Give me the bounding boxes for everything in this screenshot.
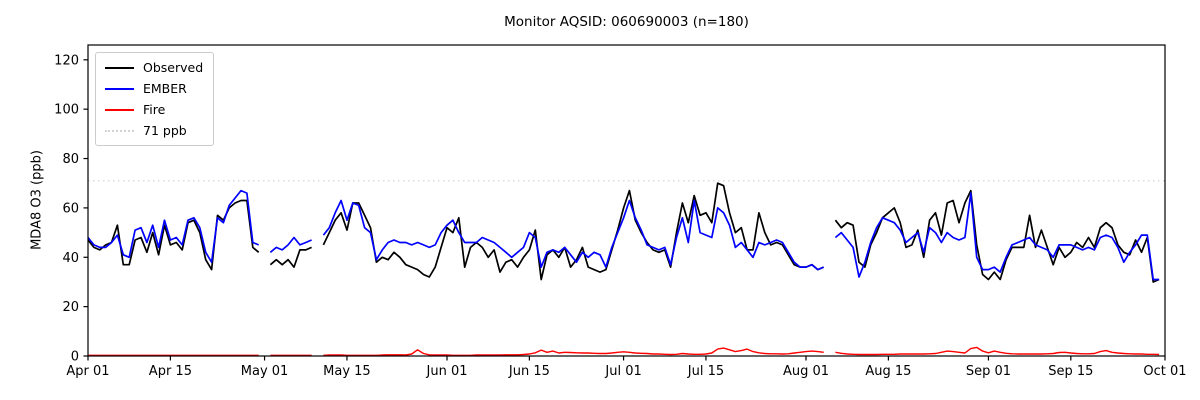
fire-line <box>88 346 1160 356</box>
x-tick-label: Aug 01 <box>783 364 829 379</box>
legend: Observed EMBER Fire 71 ppb <box>95 52 215 146</box>
ember-line <box>87 189 1160 281</box>
legend-label-observed: Observed <box>143 60 204 75</box>
y-tick-label: 40 <box>62 251 79 266</box>
x-tick-label: Apr 01 <box>66 364 109 379</box>
y-tick-label: 80 <box>62 152 79 167</box>
x-tick-label: May 15 <box>323 364 371 379</box>
x-tick-label: May 01 <box>241 364 289 379</box>
x-tick-label: Oct 01 <box>1143 364 1186 379</box>
legend-item-observed: Observed <box>105 59 203 76</box>
x-tick-label: Sep 01 <box>966 364 1011 379</box>
y-tick-label: 0 <box>71 350 79 365</box>
legend-item-threshold: 71 ppb <box>105 122 203 139</box>
x-tick-label: Jul 01 <box>604 364 641 379</box>
y-tick-label: 60 <box>62 201 79 216</box>
y-tick-label: 20 <box>62 300 79 315</box>
threshold-line-swatch <box>105 129 134 132</box>
fire-line-swatch <box>105 108 134 111</box>
x-tick-label: Aug 15 <box>865 364 911 379</box>
x-tick-label: Jul 15 <box>687 364 724 379</box>
chart-title: Monitor AQSID: 060690003 (n=180) <box>504 14 749 30</box>
y-tick-label: 100 <box>54 103 79 118</box>
plot-frame <box>87 44 1166 357</box>
legend-label-fire: Fire <box>143 102 166 117</box>
x-tick-label: Apr 15 <box>149 364 192 379</box>
observed-line <box>87 182 1160 283</box>
x-tick-label: Jun 01 <box>426 364 468 379</box>
legend-item-fire: Fire <box>105 101 203 118</box>
y-tick-label: 120 <box>54 53 79 68</box>
legend-label-ember: EMBER <box>143 81 187 96</box>
legend-item-ember: EMBER <box>105 80 203 97</box>
x-tick-label: Sep 15 <box>1048 364 1093 379</box>
observed-line-swatch <box>105 66 134 69</box>
legend-label-threshold: 71 ppb <box>143 123 187 138</box>
ember-line-swatch <box>105 87 134 90</box>
x-tick-label: Jun 15 <box>508 364 550 379</box>
